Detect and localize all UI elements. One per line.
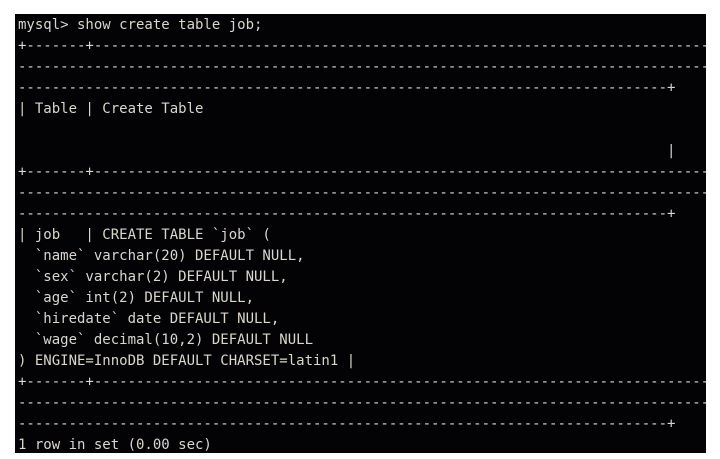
- terminal-window[interactable]: mysql> show create table job; +-------+--…: [15, 14, 706, 453]
- output-line: `wage` decimal(10,2) DEFAULT NULL: [18, 332, 314, 348]
- output-line: +-------+-------------------------------…: [18, 164, 706, 180]
- command-prompt-line: mysql> show create table job;: [18, 17, 263, 33]
- output-line: `name` varchar(20) DEFAULT NULL,: [18, 248, 305, 264]
- output-line: `hiredate` date DEFAULT NULL,: [18, 311, 280, 327]
- output-line: | job | CREATE TABLE `job` (: [18, 227, 271, 243]
- terminal-output: mysql> show create table job; +-------+--…: [18, 15, 706, 453]
- output-line: | Table | Create Table: [18, 101, 204, 117]
- output-line: ----------------------------------------…: [18, 206, 676, 222]
- output-line: ----------------------------------------…: [18, 185, 706, 201]
- output-line: ----------------------------------------…: [18, 80, 676, 96]
- output-line: ----------------------------------------…: [18, 416, 676, 432]
- output-line: 1 row in set (0.00 sec): [18, 437, 212, 453]
- output-line: |: [18, 143, 676, 159]
- output-line: `age` int(2) DEFAULT NULL,: [18, 290, 255, 306]
- output-line: ) ENGINE=InnoDB DEFAULT CHARSET=latin1 |: [18, 353, 356, 369]
- output-line: ----------------------------------------…: [18, 59, 706, 75]
- output-line: +-------+-------------------------------…: [18, 38, 706, 54]
- output-line: [18, 120, 706, 141]
- output-line: ----------------------------------------…: [18, 395, 706, 411]
- output-line: +-------+-------------------------------…: [18, 374, 706, 390]
- output-line: `sex` varchar(2) DEFAULT NULL,: [18, 269, 288, 285]
